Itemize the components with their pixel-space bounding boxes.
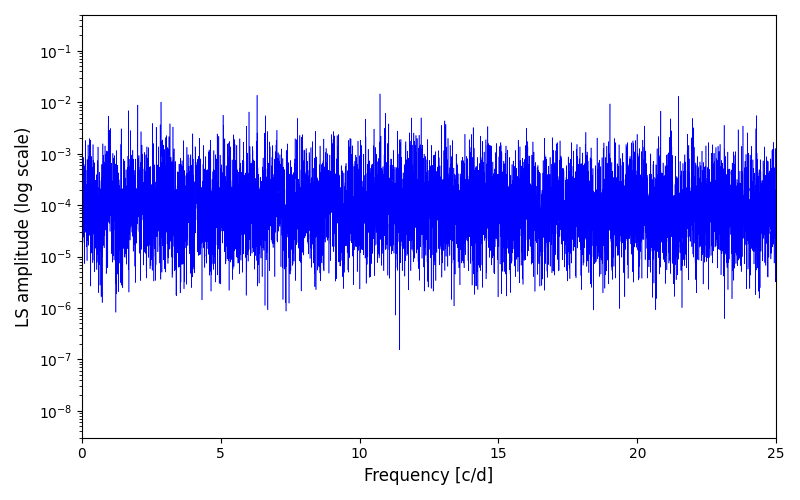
X-axis label: Frequency [c/d]: Frequency [c/d]: [364, 467, 494, 485]
Y-axis label: LS amplitude (log scale): LS amplitude (log scale): [15, 126, 33, 326]
